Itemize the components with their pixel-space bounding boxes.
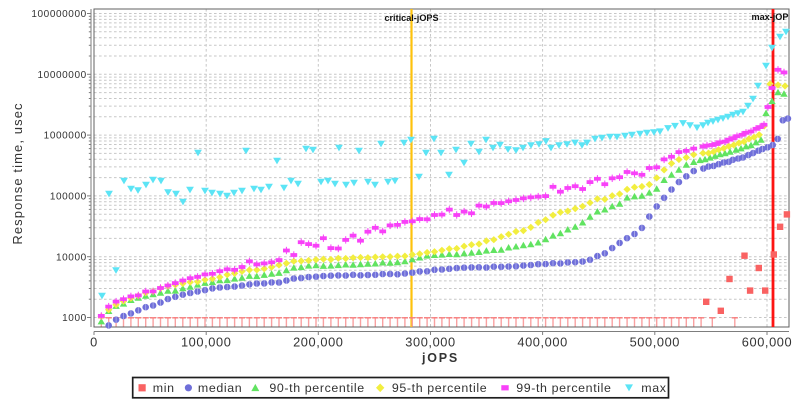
svg-text:0: 0 — [90, 335, 98, 350]
svg-text:max: max — [641, 381, 666, 395]
svg-text:min: min — [153, 381, 175, 395]
svg-text:Response time, usec: Response time, usec — [10, 102, 25, 244]
svg-text:median: median — [198, 381, 242, 395]
svg-text:10000: 10000 — [56, 252, 87, 263]
svg-text:99-th percentile: 99-th percentile — [516, 381, 611, 395]
svg-text:95-th percentile: 95-th percentile — [392, 381, 487, 395]
svg-text:500,000: 500,000 — [630, 335, 680, 350]
svg-text:1000000: 1000000 — [44, 131, 87, 142]
svg-text:100,000: 100,000 — [181, 335, 231, 350]
svg-text:200,000: 200,000 — [293, 335, 343, 350]
svg-text:400,000: 400,000 — [517, 335, 567, 350]
svg-text:max-jOPS: max-jOPS — [752, 12, 795, 22]
svg-text:10000000: 10000000 — [38, 70, 87, 81]
svg-text:600,000: 600,000 — [742, 335, 792, 350]
svg-text:critical-jOPS: critical-jOPS — [384, 13, 438, 23]
svg-text:1000: 1000 — [62, 313, 87, 324]
svg-text:90-th percentile: 90-th percentile — [269, 381, 364, 395]
svg-text:100000000: 100000000 — [31, 9, 86, 20]
svg-text:jOPS: jOPS — [421, 351, 459, 365]
svg-text:100000: 100000 — [50, 192, 87, 203]
svg-text:300,000: 300,000 — [405, 335, 455, 350]
